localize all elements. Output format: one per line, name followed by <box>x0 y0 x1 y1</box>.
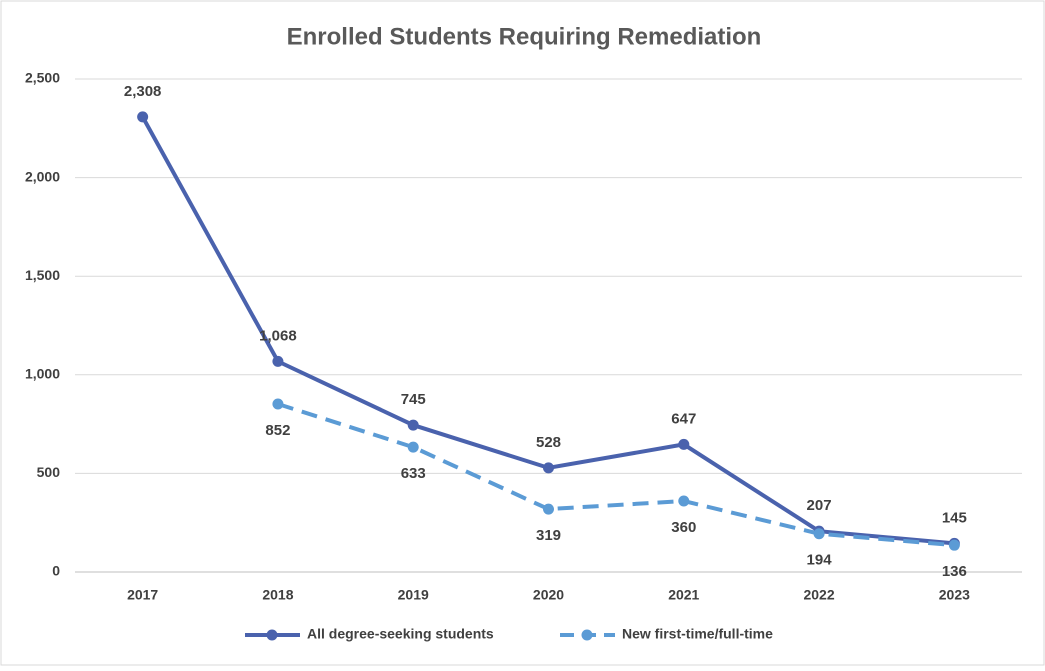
x-tick-label: 2023 <box>939 587 970 603</box>
legend-label: New first-time/full-time <box>622 626 773 642</box>
data-point <box>948 539 960 551</box>
data-label: 207 <box>807 497 832 514</box>
data-point <box>407 441 419 453</box>
chart-title: Enrolled Students Requiring Remediation <box>287 23 762 50</box>
legend-marker <box>581 629 593 641</box>
y-tick-label: 0 <box>52 563 60 579</box>
y-tick-label: 500 <box>37 464 61 480</box>
data-point <box>543 462 554 474</box>
series-line <box>277 402 955 548</box>
data-label: 194 <box>807 552 833 569</box>
data-point <box>272 398 284 410</box>
x-tick-label: 2017 <box>127 587 158 603</box>
x-tick-label: 2022 <box>803 587 834 603</box>
data-label: 145 <box>942 509 967 526</box>
x-tick-label: 2019 <box>398 587 429 603</box>
data-label: 852 <box>265 422 290 439</box>
data-label: 647 <box>671 410 696 427</box>
data-label: 2,308 <box>124 83 162 100</box>
x-tick-label: 2020 <box>533 587 564 603</box>
data-label: 1,068 <box>259 327 297 344</box>
y-tick-label: 1,500 <box>25 267 60 283</box>
x-tick-label: 2021 <box>668 587 699 603</box>
data-label: 633 <box>401 465 426 482</box>
data-label: 528 <box>536 434 561 451</box>
y-tick-label: 2,000 <box>25 168 60 184</box>
data-point <box>407 419 419 431</box>
data-point <box>137 111 149 123</box>
data-point <box>678 438 690 450</box>
data-point <box>272 355 284 367</box>
legend-marker <box>266 629 278 641</box>
data-point <box>543 503 554 515</box>
data-point <box>678 495 690 507</box>
x-tick-label: 2018 <box>262 587 293 603</box>
data-point <box>813 528 825 540</box>
y-tick-label: 1,000 <box>25 366 60 382</box>
data-label: 319 <box>536 527 561 544</box>
data-label: 136 <box>942 563 967 580</box>
data-label: 745 <box>401 391 426 408</box>
legend-label: All degree-seeking students <box>307 626 494 642</box>
y-tick-label: 2,500 <box>25 70 60 86</box>
data-label: 360 <box>671 519 696 536</box>
